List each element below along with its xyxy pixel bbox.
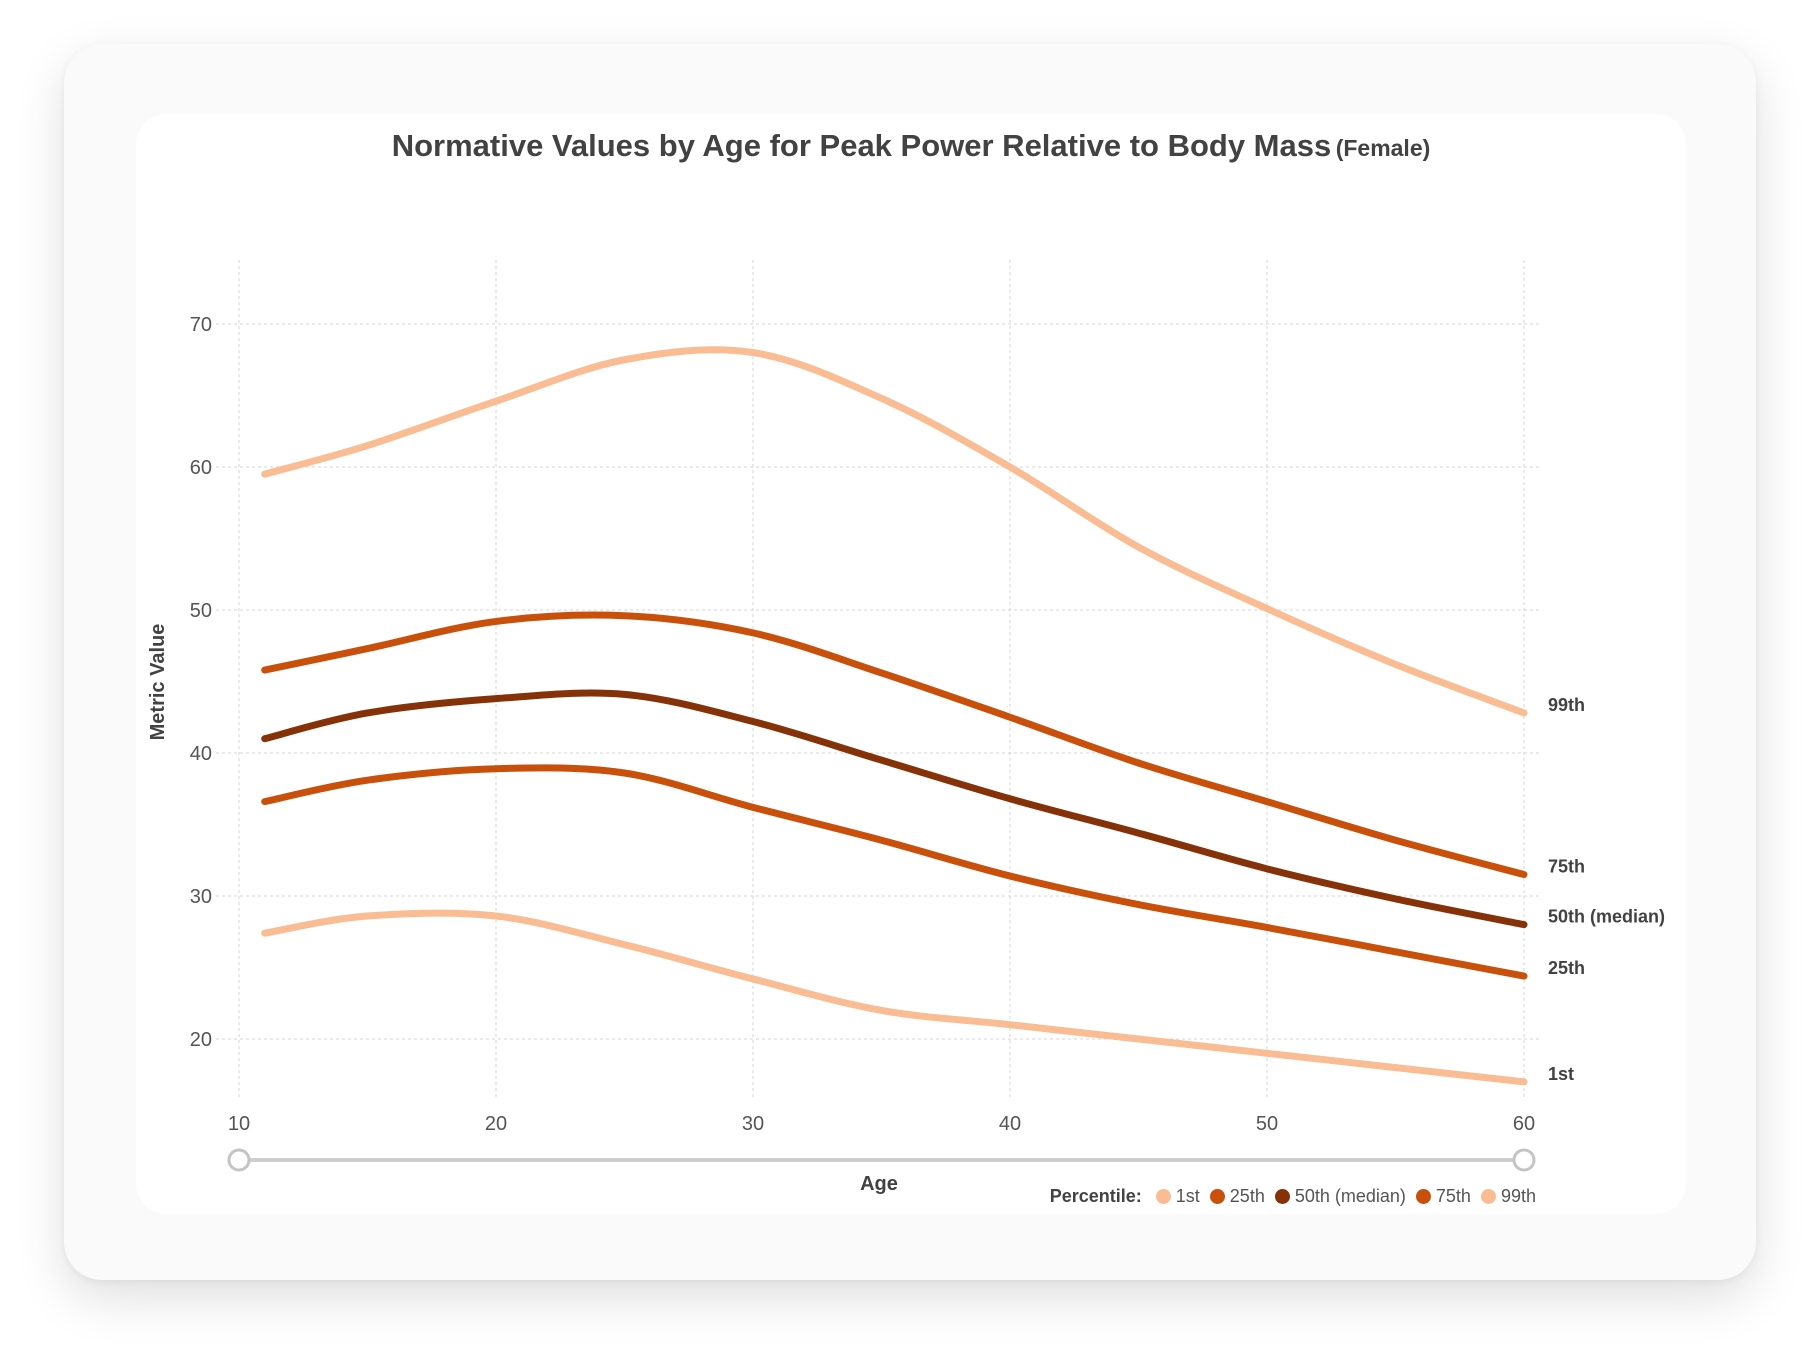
y-tick-label: 50 — [190, 600, 212, 622]
legend-label: 99th — [1500, 1186, 1536, 1206]
legend-label: 75th — [1435, 1186, 1471, 1206]
slider-handle-min[interactable] — [227, 1148, 251, 1172]
y-tick-label: 30 — [190, 886, 212, 908]
chart-plot: 10 20 30 40 50 60 20 30 40 50 60 70 1st 25th 50th (me… — [147, 260, 1665, 1195]
x-tick-label: 40 — [999, 1113, 1021, 1135]
legend-swatch — [1155, 1189, 1171, 1204]
y-tick-label: 60 — [190, 457, 212, 479]
end-label-50th: 50th (median) — [1548, 907, 1665, 927]
chart-title-main: Normative Values by Age for Peak Power R… — [391, 128, 1332, 163]
legend-swatch — [1209, 1189, 1225, 1204]
tick-labels: 10 20 30 40 50 60 20 30 40 50 60 70 — [190, 314, 1535, 1135]
chart-card: Normative Values by Age for Peak Power R… — [64, 44, 1756, 1280]
end-label-25th: 25th — [1548, 958, 1585, 978]
end-labels: 1st 25th 50th (median) 75th 99th — [1548, 695, 1665, 1084]
end-label-99th: 99th — [1548, 695, 1585, 715]
series-lines — [261, 346, 1528, 1086]
slider-handle-max[interactable] — [1512, 1148, 1536, 1172]
legend-title: Percentile: — [1049, 1186, 1142, 1206]
x-tick-label: 60 — [1513, 1113, 1535, 1135]
grid — [216, 260, 1539, 1099]
end-label-75th: 75th — [1548, 857, 1585, 877]
series-line-99th — [261, 346, 1528, 717]
legend-swatch — [1274, 1189, 1290, 1204]
legend: Percentile: 1st 25th 50th (median) 75th … — [1050, 1186, 1536, 1207]
legend-item-99th[interactable]: 99th — [1480, 1186, 1536, 1207]
y-tick-label: 20 — [190, 1029, 212, 1051]
chart-subtitle: (Female) — [1335, 135, 1431, 161]
legend-item-75th[interactable]: 75th — [1415, 1186, 1471, 1207]
x-tick-label: 30 — [742, 1113, 764, 1135]
x-tick-label: 50 — [1256, 1113, 1278, 1135]
legend-label: 1st — [1175, 1186, 1200, 1206]
legend-swatch — [1480, 1189, 1496, 1204]
y-tick-label: 70 — [190, 314, 212, 336]
chart-title: Normative Values by Age for Peak Power R… — [136, 128, 1686, 164]
legend-swatch — [1415, 1189, 1431, 1204]
legend-label: 25th — [1229, 1186, 1265, 1206]
legend-item-25th[interactable]: 25th — [1209, 1186, 1265, 1207]
x-tick-label: 20 — [485, 1113, 507, 1135]
series-line-50th — [261, 689, 1528, 929]
series-line-75th — [261, 611, 1528, 879]
chart-panel: Normative Values by Age for Peak Power R… — [136, 114, 1686, 1214]
x-axis-title: Age — [860, 1173, 898, 1195]
series-line-25th — [261, 764, 1528, 980]
range-slider[interactable] — [227, 1148, 1536, 1172]
series-line-1st — [261, 909, 1528, 1086]
end-label-1st: 1st — [1548, 1064, 1574, 1084]
legend-item-50th[interactable]: 50th (median) — [1274, 1186, 1406, 1207]
y-axis-title: Metric Value — [147, 624, 169, 741]
legend-item-1st[interactable]: 1st — [1155, 1186, 1200, 1207]
x-tick-label: 10 — [228, 1113, 250, 1135]
legend-label: 50th (median) — [1294, 1186, 1406, 1206]
y-tick-label: 40 — [190, 743, 212, 765]
